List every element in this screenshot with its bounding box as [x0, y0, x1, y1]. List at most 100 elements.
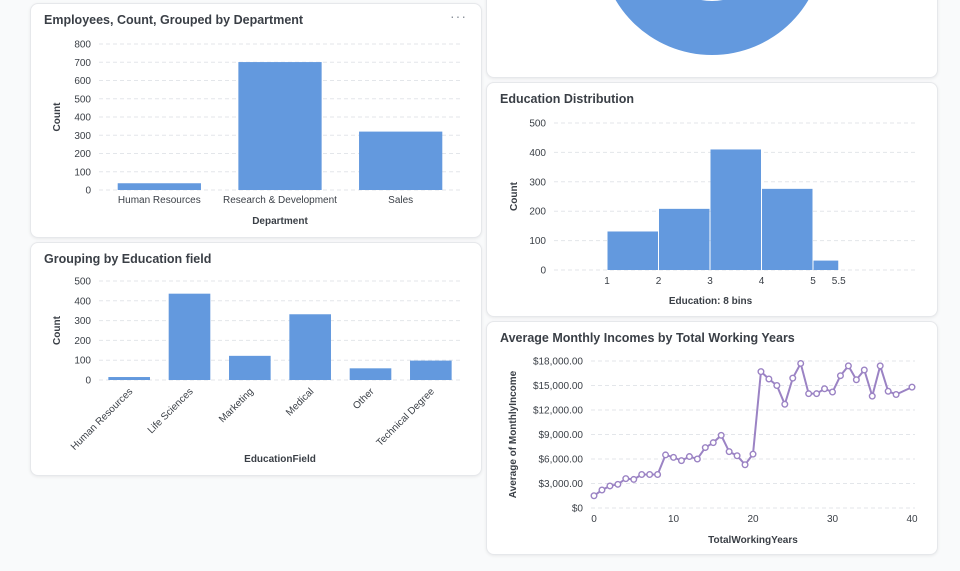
x-axis-label: Education: 8 bins	[669, 296, 753, 307]
y-tick-label: $18,000.00	[533, 357, 583, 368]
income-card: Average Monthly Incomes by Total Working…	[486, 321, 938, 555]
bar[interactable]	[289, 314, 331, 380]
edu-dist-chart: 0 100 200 300 400 500 1 2 3 4 5 5.5 Education: 8 bin…	[509, 119, 917, 307]
x-tick-label: Life Sciences	[146, 386, 196, 436]
histogram-bar[interactable]	[710, 149, 762, 270]
donut-segment[interactable]	[600, 0, 824, 55]
data-point[interactable]	[852, 376, 860, 384]
x-axis-label: TotalWorkingYears	[708, 535, 798, 546]
histogram-bar[interactable]	[607, 231, 659, 270]
data-point[interactable]	[797, 359, 805, 367]
data-point[interactable]	[606, 482, 614, 490]
bar[interactable]	[359, 131, 443, 190]
x-tick-label: Human Resources	[118, 195, 201, 206]
data-point[interactable]	[685, 453, 693, 461]
data-point[interactable]	[884, 387, 892, 395]
data-point[interactable]	[892, 390, 900, 398]
data-point[interactable]	[749, 450, 757, 458]
x-tick-label: 20	[747, 514, 759, 525]
y-tick-label: $15,000.00	[533, 381, 583, 392]
y-tick-label: 0	[540, 266, 546, 277]
income-chart: $0 $3,000.00 $6,000.00 $9,000.00 $12,000.00 $…	[508, 357, 918, 547]
bar[interactable]	[117, 183, 201, 190]
y-tick-label: 600	[74, 76, 91, 87]
y-tick-label: 400	[74, 296, 91, 307]
data-point[interactable]	[876, 362, 884, 370]
dept-card: Employees, Count, Grouped by Department …	[30, 3, 482, 238]
data-point[interactable]	[908, 383, 916, 391]
data-point[interactable]	[781, 400, 789, 408]
x-axis-label: Department	[252, 216, 308, 227]
data-point[interactable]	[860, 366, 868, 374]
data-point[interactable]	[805, 390, 813, 398]
histogram-bar[interactable]	[813, 260, 839, 270]
data-point[interactable]	[701, 444, 709, 452]
y-tick-label: $3,000.00	[539, 479, 584, 490]
data-point[interactable]	[829, 388, 837, 396]
data-point[interactable]	[709, 439, 717, 447]
data-point[interactable]	[662, 451, 670, 459]
y-tick-label: 100	[74, 356, 91, 367]
x-tick-label: 5	[810, 276, 816, 287]
data-point[interactable]	[693, 455, 701, 463]
y-tick-label: 400	[74, 113, 91, 124]
data-point[interactable]	[844, 362, 852, 370]
data-point[interactable]	[821, 385, 829, 393]
x-tick-label: Other	[351, 386, 377, 412]
data-point[interactable]	[773, 382, 781, 390]
data-point[interactable]	[614, 480, 622, 488]
data-point[interactable]	[836, 372, 844, 380]
bar[interactable]	[229, 355, 271, 380]
data-point[interactable]	[590, 492, 598, 500]
data-point[interactable]	[622, 475, 630, 483]
y-tick-label: $0	[572, 504, 584, 515]
bar[interactable]	[349, 368, 392, 380]
y-tick-label: 500	[74, 277, 91, 288]
dept-chart-title: Employees, Count, Grouped by Department	[44, 13, 304, 27]
data-point[interactable]	[646, 471, 654, 479]
x-tick-label: 3	[707, 276, 713, 287]
x-tick-label: 4	[759, 276, 765, 287]
histogram-bar[interactable]	[762, 188, 813, 270]
data-point[interactable]	[654, 471, 662, 479]
y-tick-label: 300	[74, 316, 91, 327]
y-axis-label: Count	[509, 181, 520, 211]
data-point[interactable]	[813, 390, 821, 398]
x-tick-label: 1	[604, 276, 610, 287]
donut-chart	[600, 0, 824, 55]
income-chart-title: Average Monthly Incomes by Total Working…	[500, 331, 795, 345]
x-tick-label: 40	[906, 514, 918, 525]
bar[interactable]	[410, 360, 452, 380]
series-line	[593, 360, 913, 497]
data-point[interactable]	[765, 375, 773, 383]
x-tick-label: Marketing	[217, 386, 256, 425]
bar[interactable]	[168, 293, 211, 380]
data-point[interactable]	[741, 461, 749, 469]
donut-card	[486, 0, 938, 78]
data-point[interactable]	[677, 457, 685, 465]
y-tick-label: 200	[529, 207, 546, 218]
x-tick-label: 2	[656, 276, 662, 287]
data-point[interactable]	[868, 392, 876, 400]
data-point[interactable]	[733, 452, 741, 460]
y-tick-label: 100	[529, 236, 546, 247]
data-point[interactable]	[669, 453, 677, 461]
histogram-bar[interactable]	[659, 208, 710, 270]
bar[interactable]	[238, 62, 322, 190]
data-point[interactable]	[598, 486, 606, 494]
data-point[interactable]	[717, 431, 725, 439]
data-point[interactable]	[725, 448, 733, 456]
data-point[interactable]	[789, 374, 797, 382]
bar[interactable]	[108, 377, 150, 380]
more-options-icon[interactable]: ···	[450, 8, 467, 24]
edu-field-chart: 0 100 200 300 400 500 Human Resources Life Scie…	[52, 277, 461, 465]
x-tick-label: 0	[591, 514, 597, 525]
y-tick-label: $12,000.00	[533, 406, 583, 417]
y-tick-label: 100	[74, 167, 91, 178]
y-tick-label: 800	[74, 40, 91, 51]
x-tick-label: 10	[668, 514, 680, 525]
data-point[interactable]	[630, 475, 638, 483]
y-tick-label: 500	[74, 94, 91, 105]
data-point[interactable]	[638, 471, 646, 479]
data-point[interactable]	[757, 368, 765, 376]
